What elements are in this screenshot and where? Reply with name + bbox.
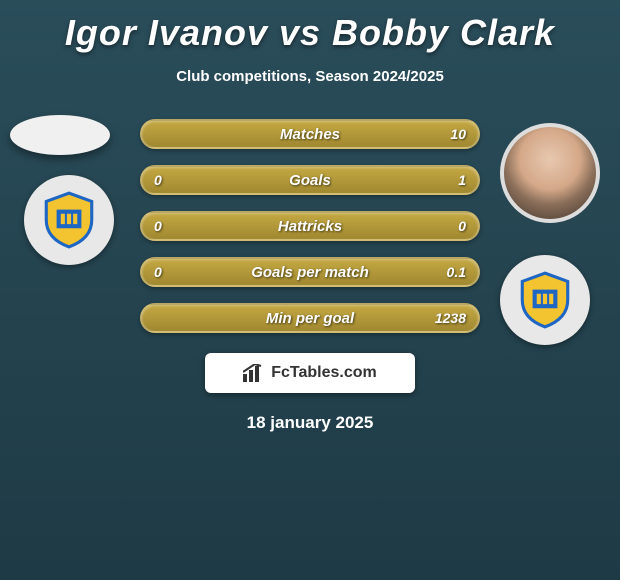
bars-icon bbox=[243, 364, 265, 382]
stat-left-value: 0 bbox=[154, 172, 162, 188]
stats-area: Matches 10 0 Goals 1 0 Hattricks 0 0 Goa… bbox=[0, 115, 620, 335]
stat-row-goals: 0 Goals 1 bbox=[140, 165, 480, 195]
shield-icon bbox=[38, 189, 100, 251]
stat-bars: Matches 10 0 Goals 1 0 Hattricks 0 0 Goa… bbox=[140, 119, 480, 349]
branding-text: FcTables.com bbox=[271, 364, 377, 382]
stat-label: Goals per match bbox=[251, 264, 369, 281]
stat-right-value: 1238 bbox=[435, 310, 466, 326]
player-left-avatar bbox=[10, 115, 110, 155]
stat-right-value: 10 bbox=[450, 126, 466, 142]
shield-icon bbox=[514, 269, 576, 331]
stat-left-value: 0 bbox=[154, 264, 162, 280]
branding-badge: FcTables.com bbox=[205, 353, 415, 393]
stat-row-min-per-goal: Min per goal 1238 bbox=[140, 303, 480, 333]
stat-right-value: 0.1 bbox=[447, 264, 466, 280]
stat-row-hattricks: 0 Hattricks 0 bbox=[140, 211, 480, 241]
stat-row-matches: Matches 10 bbox=[140, 119, 480, 149]
stat-right-value: 0 bbox=[458, 218, 466, 234]
stat-label: Matches bbox=[280, 126, 340, 143]
player-right-crest bbox=[500, 255, 590, 345]
stat-left-value: 0 bbox=[154, 218, 162, 234]
stat-label: Min per goal bbox=[266, 310, 354, 327]
stat-label: Goals bbox=[289, 172, 331, 189]
stat-label: Hattricks bbox=[278, 218, 342, 235]
comparison-subtitle: Club competitions, Season 2024/2025 bbox=[0, 68, 620, 85]
player-right-avatar bbox=[500, 123, 600, 223]
stat-right-value: 1 bbox=[458, 172, 466, 188]
comparison-date: 18 january 2025 bbox=[0, 413, 620, 433]
comparison-title: Igor Ivanov vs Bobby Clark bbox=[0, 0, 620, 54]
player-left-crest bbox=[24, 175, 114, 265]
stat-row-goals-per-match: 0 Goals per match 0.1 bbox=[140, 257, 480, 287]
